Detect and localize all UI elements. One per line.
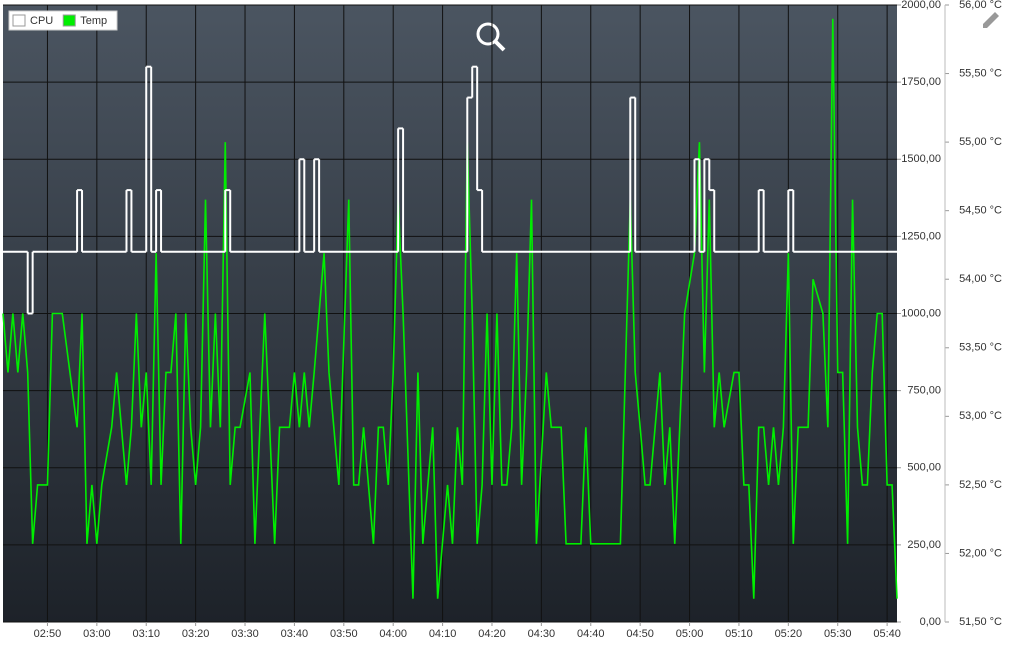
y2-tick-label: 56,00 °C	[959, 0, 1002, 11]
x-tick-label: 03:40	[281, 628, 309, 640]
x-tick-label: 03:50	[330, 628, 358, 640]
y-tick-label: 750,00	[907, 385, 941, 397]
y-tick-label: 0,00	[920, 616, 941, 628]
y-tick-label: 1750,00	[901, 76, 941, 88]
y2-tick-label: 51,50 °C	[959, 616, 1002, 628]
y-tick-label: 500,00	[907, 462, 941, 474]
x-tick-label: 05:10	[725, 628, 753, 640]
x-tick-label: 03:00	[83, 628, 111, 640]
legend-label: Temp	[80, 15, 107, 27]
x-tick-label: 04:20	[478, 628, 506, 640]
legend-label: CPU	[30, 15, 53, 27]
legend: CPU Temp	[8, 10, 118, 31]
edit-icon[interactable]	[983, 12, 999, 28]
x-tick-label: 05:20	[775, 628, 803, 640]
legend-swatch	[12, 14, 26, 27]
y-tick-label: 1250,00	[901, 230, 941, 242]
y2-tick-label: 55,50 °C	[959, 67, 1002, 79]
y2-tick-label: 55,00 °C	[959, 136, 1002, 148]
x-tick-label: 05:40	[873, 628, 901, 640]
x-tick-label: 04:30	[528, 628, 556, 640]
y2-tick-label: 53,50 °C	[959, 342, 1002, 354]
y2-tick-label: 54,50 °C	[959, 205, 1002, 217]
y-tick-label: 250,00	[907, 539, 941, 551]
x-tick-label: 04:50	[626, 628, 654, 640]
legend-swatch	[62, 14, 76, 27]
x-tick-label: 03:30	[231, 628, 259, 640]
x-tick-label: 03:10	[132, 628, 160, 640]
y-tick-label: 2000,00	[901, 0, 941, 11]
x-tick-label: 04:00	[379, 628, 407, 640]
y2-tick-label: 52,50 °C	[959, 479, 1002, 491]
zoom-icon[interactable]	[476, 22, 506, 52]
y2-tick-label: 52,00 °C	[959, 547, 1002, 559]
x-tick-label: 04:10	[429, 628, 457, 640]
y-tick-label: 1000,00	[901, 307, 941, 319]
x-tick-label: 03:20	[182, 628, 210, 640]
y2-tick-label: 54,00 °C	[959, 273, 1002, 285]
y2-tick-label: 53,00 °C	[959, 410, 1002, 422]
x-tick-label: 04:40	[577, 628, 605, 640]
y-tick-label: 1500,00	[901, 153, 941, 165]
x-tick-label: 02:50	[34, 628, 62, 640]
series-line	[2, 18, 898, 599]
x-tick-label: 05:30	[824, 628, 852, 640]
x-tick-label: 05:00	[676, 628, 704, 640]
